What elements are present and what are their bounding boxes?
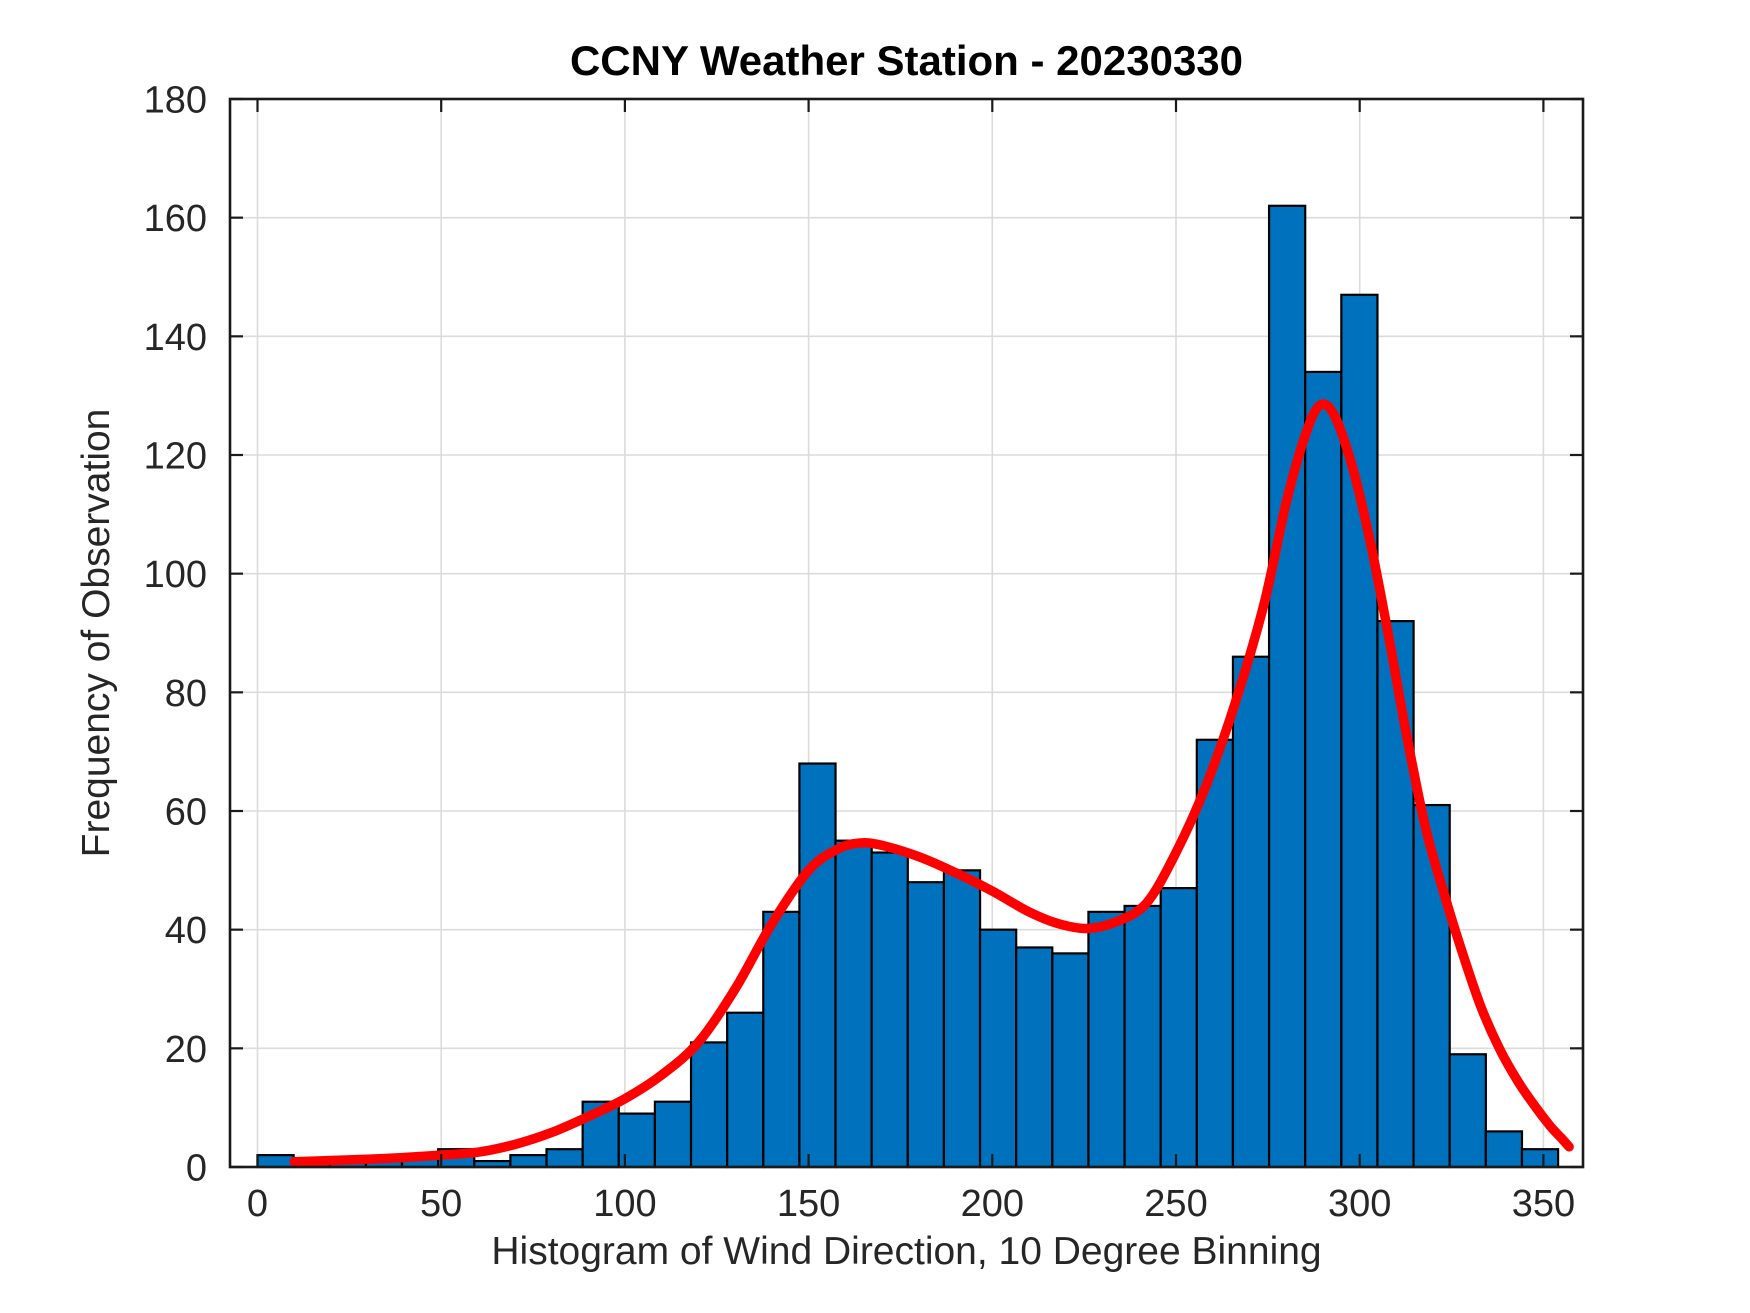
- fit-curve: [289, 399, 1574, 1167]
- histogram-bar: [1195, 738, 1235, 1169]
- y-tick-label: 0: [186, 1148, 207, 1190]
- histogram-bar: [798, 762, 837, 1169]
- histogram-bar: [1520, 1148, 1560, 1169]
- histogram-bar: [1087, 910, 1126, 1169]
- histogram-bar: [256, 1154, 295, 1169]
- histogram-bar: [1123, 904, 1162, 1169]
- histogram-bar: [1376, 620, 1415, 1169]
- histogram-bar: [1267, 204, 1307, 1169]
- histogram-bar: [1051, 952, 1090, 1169]
- x-tick-label: 300: [1328, 1183, 1391, 1225]
- histogram-bar: [1340, 293, 1379, 1169]
- x-tick-label: 250: [1144, 1183, 1207, 1225]
- y-axis-label: Frequency of Observation: [75, 408, 118, 858]
- histogram-bar: [1231, 655, 1271, 1169]
- chart-title: CCNY Weather Station - 20230330: [569, 37, 1244, 84]
- y-tick-label: 80: [165, 673, 207, 715]
- x-tick-label: 50: [420, 1183, 462, 1225]
- y-tick-label: 160: [144, 198, 207, 240]
- histogram-bar: [1484, 1130, 1524, 1169]
- y-tick-label: 60: [165, 792, 207, 834]
- x-axis-label: Histogram of Wind Direction, 10 Degree B…: [491, 1230, 1322, 1273]
- x-tick-label: 150: [777, 1183, 840, 1225]
- histogram-bar: [689, 1041, 729, 1169]
- histogram-bar: [545, 1148, 584, 1169]
- histogram-bar: [1448, 1053, 1487, 1169]
- histogram-bar: [726, 1011, 765, 1169]
- histogram-bar: [653, 1100, 693, 1169]
- y-tick-label: 120: [144, 436, 207, 478]
- histogram-bar: [942, 869, 982, 1169]
- histogram-bar: [509, 1154, 548, 1169]
- histogram-bar: [762, 910, 801, 1169]
- y-tick-label: 180: [144, 80, 207, 122]
- x-tick-label: 350: [1512, 1183, 1575, 1225]
- histogram-bar: [1159, 887, 1198, 1169]
- histogram-bar: [978, 928, 1018, 1169]
- x-tick-label: 200: [961, 1183, 1024, 1225]
- histogram-bar: [906, 881, 946, 1169]
- y-tick-label: 140: [144, 317, 207, 359]
- y-tick-label: 40: [165, 910, 207, 952]
- histogram-bar: [1304, 370, 1343, 1169]
- x-tick-label: 0: [247, 1183, 268, 1225]
- histogram-bar: [834, 839, 873, 1169]
- y-tick-label: 100: [144, 554, 207, 596]
- x-tick-label: 100: [593, 1183, 656, 1225]
- y-tick-label: 20: [165, 1029, 207, 1071]
- histogram-bar: [1015, 946, 1054, 1169]
- histogram-bar: [870, 851, 909, 1169]
- axes-box: [228, 97, 1585, 1169]
